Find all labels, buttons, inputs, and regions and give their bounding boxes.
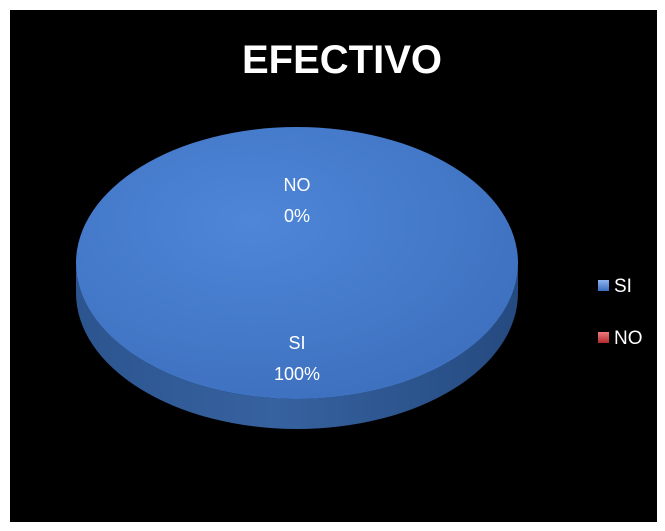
data-label-si-percent: 100% (274, 364, 320, 384)
legend-swatch-no (598, 332, 609, 343)
chart-title: EFECTIVO (242, 38, 442, 82)
legend-label-si: SI (614, 276, 632, 297)
data-label-no-percent: 0% (284, 206, 310, 226)
pie-chart: EFECTIVO NO 0% SI 100% SI NO (76, 38, 643, 429)
pie-slice-si (76, 127, 518, 399)
data-label-no-category: NO (284, 175, 311, 195)
legend-label-no: NO (614, 328, 643, 349)
data-label-si-category: SI (288, 333, 305, 353)
pie-slices (76, 127, 518, 429)
pie-side (76, 263, 518, 429)
legend: SI NO (598, 276, 643, 349)
legend-swatch-si (598, 280, 609, 291)
chart-area: EFECTIVO NO 0% SI 100% SI NO (10, 10, 657, 522)
